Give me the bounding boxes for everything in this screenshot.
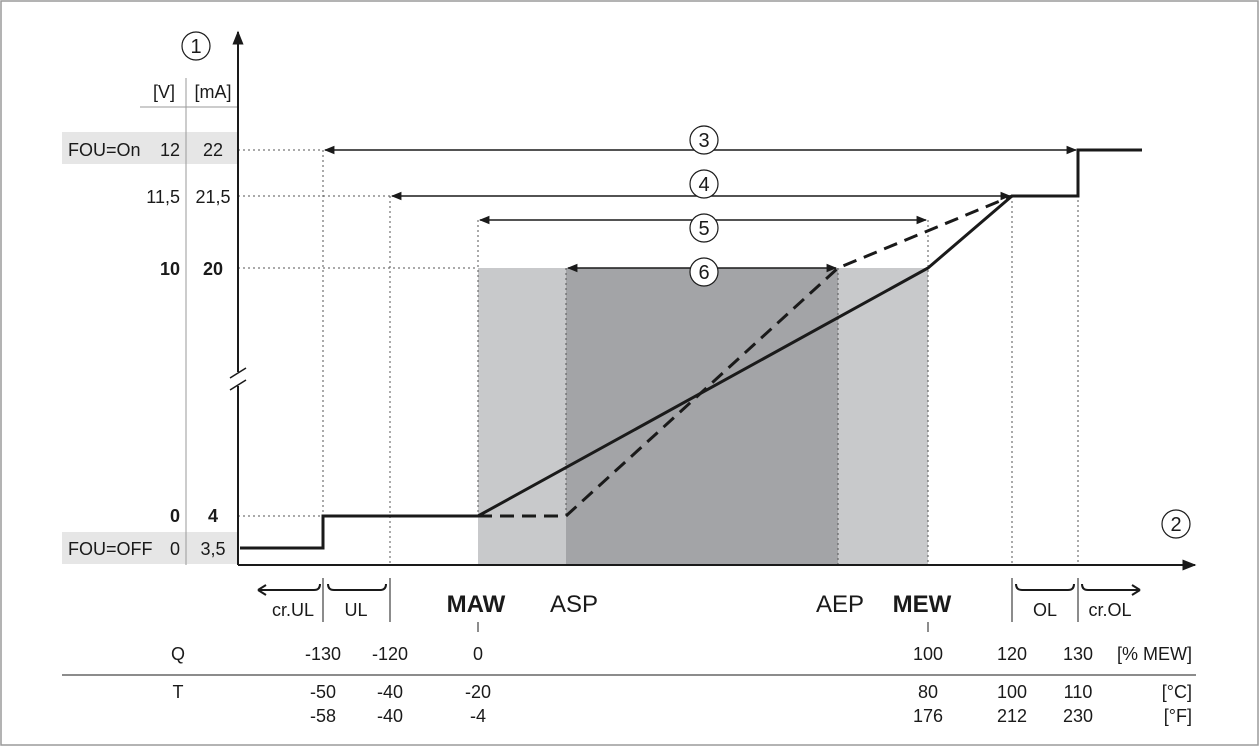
start-ma: 4	[208, 506, 218, 526]
marker-6: 6	[689, 257, 719, 287]
marker-4-label: 4	[698, 174, 709, 196]
fou-off-volt: 0	[170, 539, 180, 559]
fou-off-ma: 3,5	[200, 539, 225, 559]
t-f-1: -58	[310, 706, 336, 726]
marker-4: 4	[689, 169, 719, 199]
marker-2: 2	[1161, 509, 1191, 539]
q-val-3: 0	[473, 644, 483, 664]
fou-on-ma: 22	[203, 140, 223, 160]
marker-2-label: 2	[1170, 514, 1181, 536]
t-f-4: 176	[913, 706, 943, 726]
marker-5: 5	[689, 213, 719, 243]
q-val-6: 130	[1063, 644, 1093, 664]
mew-label: MEW	[893, 591, 952, 618]
t-row-label: T	[173, 682, 184, 702]
t-c-5: 100	[997, 682, 1027, 702]
q-val-1: -130	[305, 644, 341, 664]
aep-label: AEP	[816, 591, 864, 618]
ul-label: UL	[344, 600, 367, 620]
fou-on-label: FOU=On	[68, 140, 141, 160]
cr-ul-label: cr.UL	[272, 600, 314, 620]
t-f-3: -4	[470, 706, 486, 726]
cr-ol-label: cr.OL	[1088, 600, 1131, 620]
unit-volt: [V]	[153, 82, 175, 102]
marker-3: 3	[689, 125, 719, 155]
t-c-4: 80	[918, 682, 938, 702]
marker-1: 1	[181, 31, 211, 61]
fou-on-row-bg	[62, 132, 238, 164]
characteristic-dashed-line	[478, 194, 1013, 518]
unit-milliamp: [mA]	[194, 82, 231, 102]
t-f-2: -40	[377, 706, 403, 726]
t-c-6: 110	[1064, 682, 1093, 702]
maw-label: MAW	[447, 591, 506, 618]
marker-3-label: 3	[698, 130, 709, 152]
brace-ticks	[322, 578, 1079, 622]
characteristic-solid-line	[240, 148, 1142, 550]
t-c-1: -50	[310, 682, 336, 702]
horizontal-guides	[238, 149, 478, 517]
asp-label: ASP	[550, 591, 598, 618]
fou-off-row-bg	[62, 532, 238, 564]
marker-1-label: 1	[190, 36, 201, 58]
zone-braces	[257, 583, 1141, 596]
q-val-5: 120	[997, 644, 1027, 664]
t-f-6: 230	[1063, 706, 1093, 726]
end-ma: 20	[203, 259, 223, 279]
t-f-5: 212	[997, 706, 1027, 726]
t-unit-f: [°F]	[1164, 706, 1192, 726]
q-row-label: Q	[171, 644, 185, 664]
t-unit-c: [°C]	[1162, 682, 1192, 702]
axis-break-mark-2	[229, 379, 247, 391]
t-c-2: -40	[377, 682, 403, 702]
marker-5-label: 5	[698, 218, 709, 240]
marker-6-label: 6	[698, 262, 709, 284]
ol-label: OL	[1033, 600, 1057, 620]
axis-break-mark-1	[229, 367, 247, 379]
start-volt: 0	[170, 506, 180, 526]
analog-range-zone	[566, 268, 838, 565]
fou-on-volt: 12	[160, 140, 180, 160]
limit-ma: 21,5	[195, 187, 230, 207]
fou-off-label: FOU=OFF	[68, 539, 153, 559]
q-val-2: -120	[372, 644, 408, 664]
limit-volt: 11,5	[146, 187, 180, 207]
t-c-3: -20	[465, 682, 491, 702]
q-unit: [% MEW]	[1117, 644, 1192, 664]
q-val-4: 100	[913, 644, 943, 664]
vertical-guides	[322, 150, 1079, 565]
label-ticks	[477, 622, 929, 632]
end-volt: 10	[160, 259, 180, 279]
